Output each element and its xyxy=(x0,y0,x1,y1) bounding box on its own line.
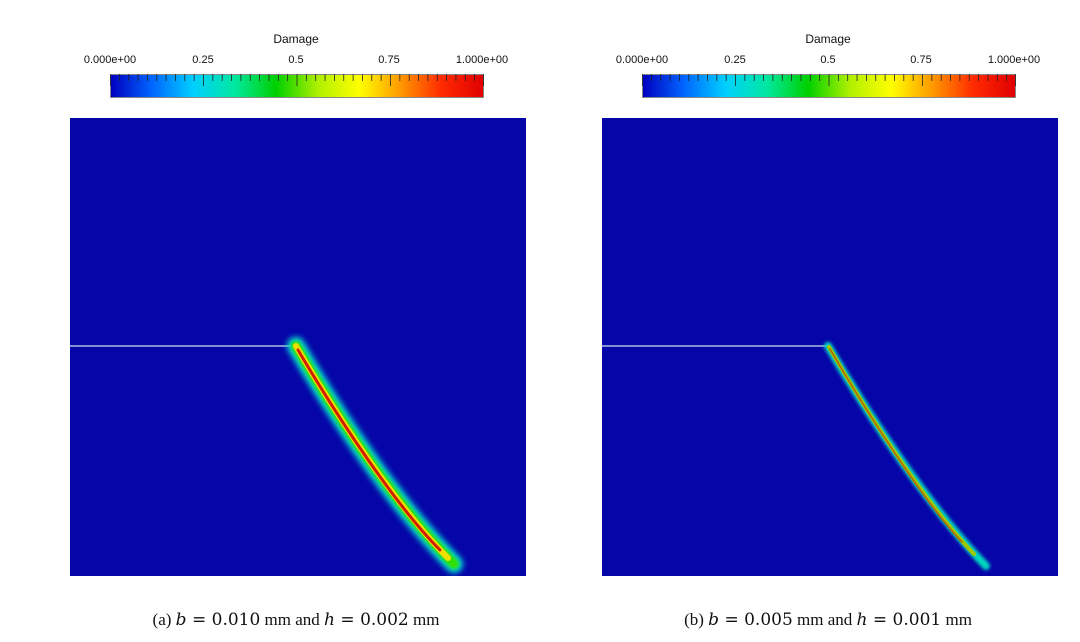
colorbar-title: Damage xyxy=(805,32,851,46)
colorbar-tick-label: 0.25 xyxy=(192,54,214,66)
colorbar-tick-label: 0.000e+00 xyxy=(83,54,137,66)
crack-path xyxy=(829,348,963,543)
figure-caption-b: (b) b = 0.005 mm and h = 0.001 mm xyxy=(684,610,972,630)
colorbar-tick-label: 0.75 xyxy=(910,54,932,66)
colorbar-tick-label: 0.25 xyxy=(724,54,746,66)
colorbar-tick-label: 0.5 xyxy=(820,54,836,66)
damage-field-plot xyxy=(602,118,1058,576)
colorbar-tick-label: 1.000e+00 xyxy=(987,54,1041,66)
figure-panel-a: Damage 0.000e+00 0.25 0.5 0.75 1.000e+00… xyxy=(70,32,526,630)
colorbar-tick-label: 0.000e+00 xyxy=(615,54,669,66)
damage-field-plot xyxy=(70,118,526,576)
colorbar-ticks xyxy=(110,74,484,86)
colorbar-ticks xyxy=(642,74,1016,86)
colorbar-tick-label: 1.000e+00 xyxy=(455,54,509,66)
figure-panel-b: Damage 0.000e+00 0.25 0.5 0.75 1.000e+00… xyxy=(532,0,1072,642)
colorbar-tick-label: 0.5 xyxy=(288,54,304,66)
colorbar-tick-label: 0.75 xyxy=(378,54,400,66)
colorbar-title: Damage xyxy=(273,32,319,46)
crack-path xyxy=(296,348,442,552)
figure-caption-a: (a) b = 0.010 mm and h = 0.002 mm xyxy=(152,610,440,630)
